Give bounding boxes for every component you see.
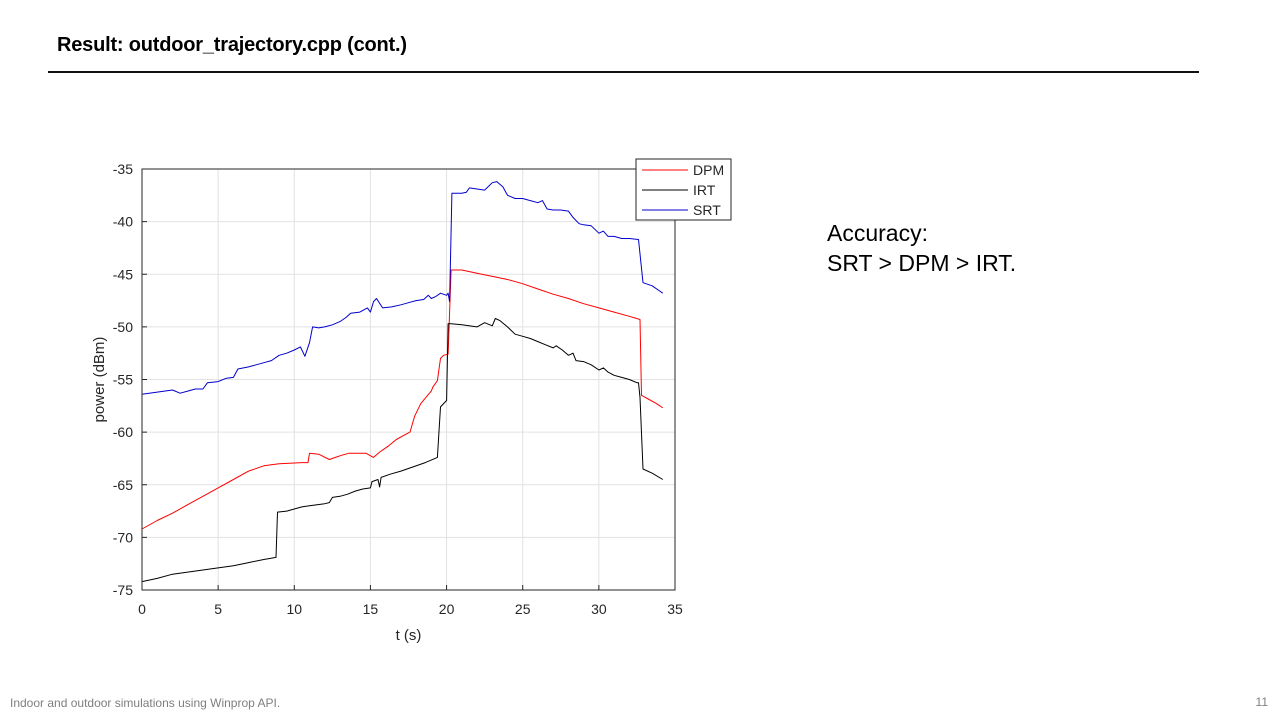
footer-text: Indoor and outdoor simulations using Win… — [10, 696, 281, 710]
x-tick-label: 35 — [667, 601, 683, 617]
y-tick-label: -45 — [113, 266, 133, 282]
legend-label-srt: SRT — [693, 202, 721, 218]
x-tick-label: 25 — [515, 601, 531, 617]
y-tick-label: -75 — [113, 582, 133, 598]
y-tick-label: -40 — [113, 214, 133, 230]
series-line-irt — [141, 318, 664, 583]
slide-title: Result: outdoor_trajectory.cpp (cont.) — [57, 34, 407, 56]
title-divider — [48, 71, 1199, 73]
x-tick-label: 5 — [214, 601, 222, 617]
legend-label-irt: IRT — [693, 182, 716, 198]
x-axis-label: t (s) — [396, 627, 422, 644]
y-tick-label: -50 — [113, 319, 133, 335]
x-tick-label: 15 — [363, 601, 379, 617]
series-line-srt — [141, 181, 664, 395]
x-tick-label: 10 — [286, 601, 302, 617]
x-tick-label: 20 — [439, 601, 455, 617]
accuracy-ranking: SRT > DPM > IRT. — [827, 250, 1017, 276]
y-tick-label: -55 — [113, 372, 133, 388]
y-tick-label: -65 — [113, 477, 133, 493]
series-line-dpm — [141, 269, 664, 530]
legend-label-dpm: DPM — [693, 162, 724, 178]
x-tick-label: 30 — [591, 601, 607, 617]
y-axis-label: power (dBm) — [91, 337, 108, 423]
y-tick-label: -60 — [113, 424, 133, 440]
page-number: 11 — [1255, 695, 1268, 709]
y-tick-label: -35 — [113, 161, 133, 177]
accuracy-heading: Accuracy: — [827, 220, 928, 246]
y-tick-label: -70 — [113, 529, 133, 545]
accuracy-note: Accuracy: SRT > DPM > IRT. — [827, 218, 1016, 278]
x-tick-label: 0 — [138, 601, 146, 617]
